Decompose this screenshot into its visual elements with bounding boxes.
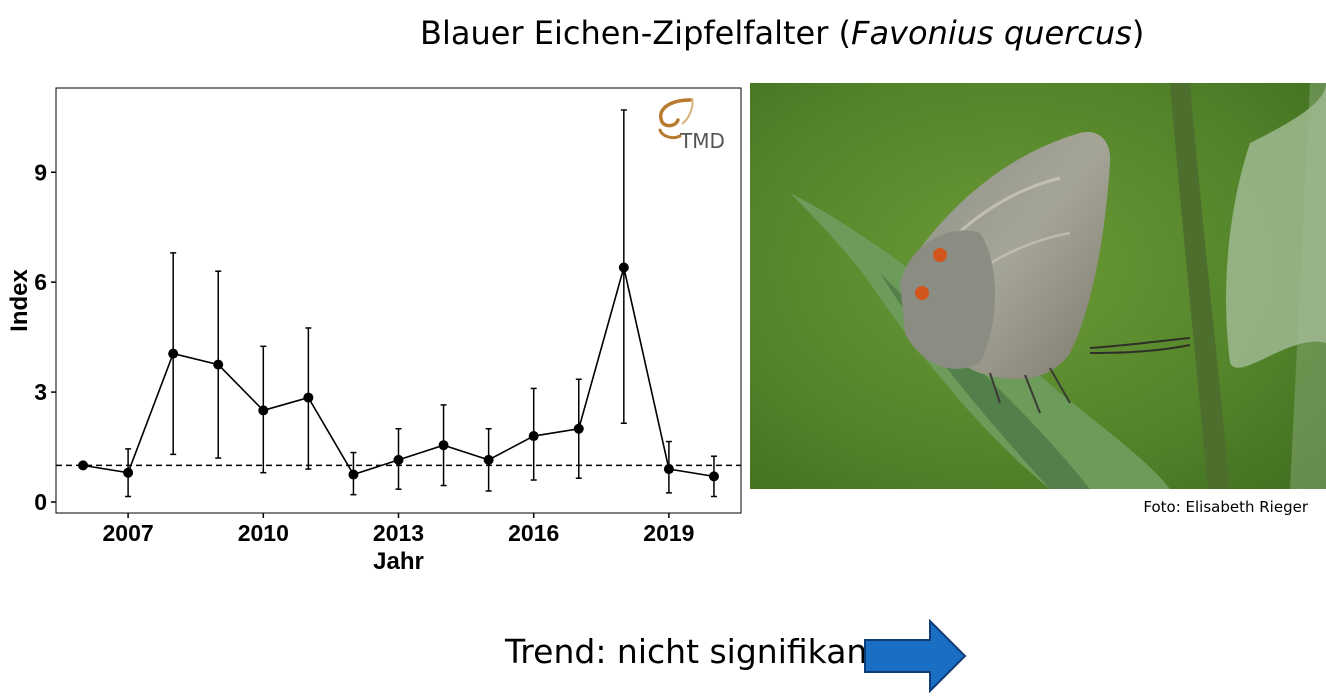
data-point	[348, 469, 359, 480]
data-point	[438, 440, 449, 451]
data-point	[483, 454, 494, 465]
x-tick-label: 2013	[373, 520, 424, 546]
data-point	[303, 392, 314, 403]
data-point	[573, 423, 584, 434]
title-latin-name: Favonius quercus	[851, 14, 1132, 52]
y-axis-label: Index	[6, 269, 33, 332]
x-tick-label: 2007	[103, 520, 154, 546]
page-title: Blauer Eichen-Zipfelfalter (Favonius que…	[420, 14, 1144, 52]
butterfly-photo	[750, 83, 1326, 489]
data-point	[123, 467, 134, 478]
data-point	[393, 454, 404, 465]
x-tick-label: 2019	[643, 520, 694, 546]
data-point	[708, 471, 719, 482]
data-point	[258, 405, 269, 416]
title-close: )	[1131, 14, 1145, 52]
data-point	[213, 359, 224, 370]
trend-label: Trend: nicht signifikant	[505, 632, 881, 671]
data-point	[168, 348, 179, 359]
data-point	[618, 262, 629, 273]
trend-arrow-icon	[864, 618, 967, 694]
x-axis-label: Jahr	[373, 548, 424, 575]
x-tick-label: 2016	[508, 520, 559, 546]
y-tick-label: 3	[34, 379, 47, 405]
y-tick-label: 9	[34, 159, 47, 185]
index-chart: 0 3 6 9 2007 2010 2013 2016 2019 Jahr Index	[6, 87, 742, 575]
data-point	[663, 464, 674, 475]
tmd-logo: TMD	[658, 97, 725, 153]
data-point	[528, 431, 539, 442]
y-tick-label: 6	[34, 269, 47, 295]
x-tick-label: 2010	[238, 520, 289, 546]
y-tick-label: 0	[34, 489, 47, 515]
title-main: Blauer Eichen-Zipfelfalter (	[420, 14, 852, 52]
photo-credit: Foto: Elisabeth Rieger	[1143, 498, 1308, 516]
logo-text: TMD	[679, 129, 725, 153]
data-point	[78, 460, 89, 471]
